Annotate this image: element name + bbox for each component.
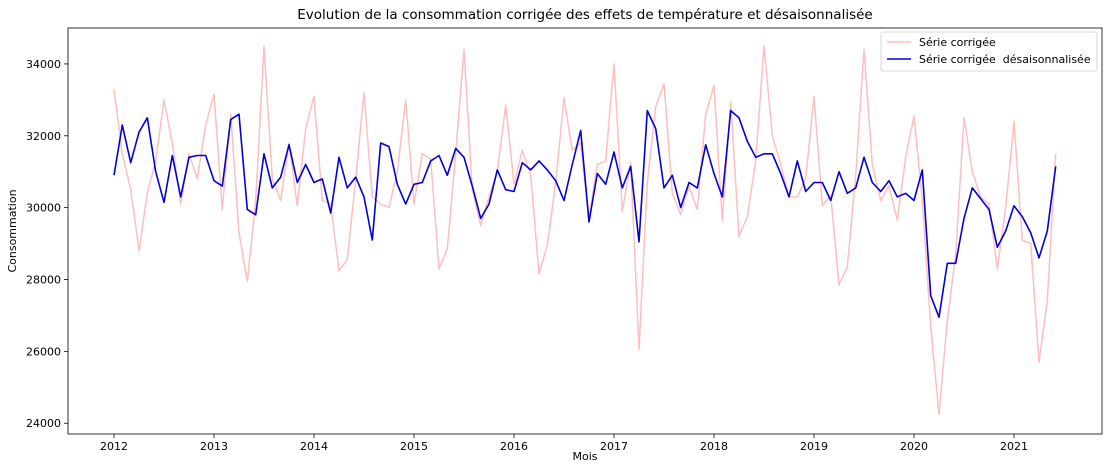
x-tick-label: 2012 (100, 440, 128, 453)
legend-box (880, 31, 1098, 72)
y-tick-label: 34000 (26, 58, 61, 71)
y-tick-label: 24000 (26, 417, 61, 430)
y-tick-label: 28000 (26, 274, 61, 287)
legend-label-serie-corrigee: Série corrigée (919, 36, 996, 49)
series-line-1 (113, 109, 1057, 319)
x-tick-label: 2019 (800, 440, 828, 453)
x-tick-label: 2016 (500, 440, 528, 453)
x-tick-label: 2018 (700, 440, 728, 453)
plot-frame (67, 27, 1103, 435)
y-tick-label: 32000 (26, 130, 61, 143)
y-tick-label: 26000 (26, 345, 61, 358)
x-axis-label: Mois (572, 450, 597, 463)
x-tick-label: 2017 (600, 440, 628, 453)
y-tick-label: 30000 (26, 202, 61, 215)
x-tick-label: 2013 (200, 440, 228, 453)
x-tick-label: 2021 (1000, 440, 1028, 453)
x-tick-label: 2020 (900, 440, 928, 453)
x-tick-label: 2014 (300, 440, 328, 453)
plot-background (68, 28, 1102, 434)
legend: Série corrigée Série corrigée désaisonna… (880, 31, 1098, 72)
legend-label-serie-desaisonnalisee: Série corrigée désaisonnalisée (919, 53, 1091, 66)
y-axis-ticks: 24000 26000 28000 30000 32000 34000 (26, 58, 68, 430)
chart-title: Evolution de la consommation corrigée de… (297, 7, 872, 23)
x-axis-ticks: 2012 2013 2014 2015 2016 2017 2018 2019 2020 2021 (100, 434, 1028, 453)
y-axis-label: Consommation (6, 189, 19, 272)
series-layer (113, 45, 1057, 415)
x-tick-label: 2015 (400, 440, 428, 453)
